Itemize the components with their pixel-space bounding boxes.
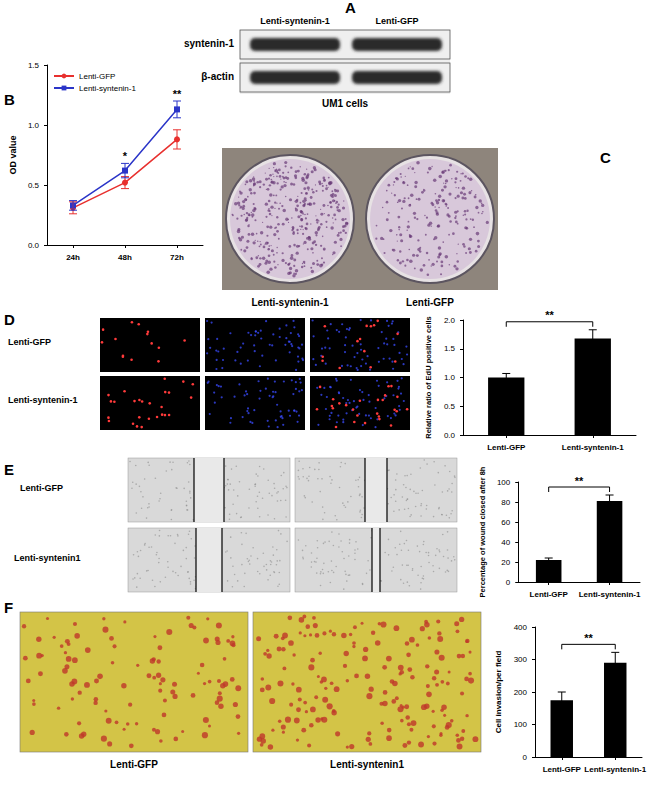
svg-text:400: 400	[514, 623, 528, 632]
svg-text:20: 20	[501, 558, 510, 567]
svg-text:Lenti-syntenin-1: Lenti-syntenin-1	[584, 765, 646, 774]
html-text:Lenti-syntenin-1: Lenti-syntenin-1	[8, 395, 78, 405]
svg-text:Lenti-syntenin-1: Lenti-syntenin-1	[579, 590, 641, 599]
svg-text:72h: 72h	[170, 253, 184, 262]
svg-text:0.5: 0.5	[28, 181, 40, 190]
html-text:Lenti-GFP: Lenti-GFP	[406, 297, 454, 308]
svg-text:0.5: 0.5	[444, 402, 456, 411]
svg-text:Lenti-syntenin-1: Lenti-syntenin-1	[79, 84, 136, 93]
svg-text:**: **	[584, 632, 593, 644]
html-text:D: D	[4, 311, 15, 328]
html-text:Lenti-syntenin-1: Lenti-syntenin-1	[260, 16, 330, 26]
svg-text:24h: 24h	[66, 253, 80, 262]
svg-text:Lenti-GFP: Lenti-GFP	[543, 765, 582, 774]
html-text:E: E	[4, 461, 14, 478]
svg-text:80: 80	[501, 498, 510, 507]
html-text:F: F	[4, 599, 14, 616]
svg-text:60: 60	[501, 518, 510, 527]
html-text:Lenti-syntenin1: Lenti-syntenin1	[330, 759, 404, 770]
html-text:Lenti-syntenin1: Lenti-syntenin1	[14, 553, 81, 563]
svg-text:0.0: 0.0	[28, 241, 40, 250]
svg-text:*: *	[123, 150, 128, 162]
svg-text:1.5: 1.5	[444, 344, 456, 353]
svg-text:Lenti-syntenin-1: Lenti-syntenin-1	[562, 443, 624, 452]
svg-text:**: **	[173, 88, 182, 100]
svg-text:Percentage of wound closed aft: Percentage of wound closed after 8h	[478, 466, 487, 597]
svg-text:1.5: 1.5	[28, 61, 40, 70]
svg-text:100: 100	[497, 478, 511, 487]
svg-text:0: 0	[506, 578, 511, 587]
svg-text:Relative ratio of EdU positive: Relative ratio of EdU positive cells	[424, 316, 433, 439]
svg-text:200: 200	[514, 688, 528, 697]
html-text:syntenin-1: syntenin-1	[184, 38, 234, 49]
html-text:Lenti-GFP: Lenti-GFP	[8, 337, 51, 347]
svg-text:100: 100	[514, 720, 528, 729]
html-text:C: C	[600, 149, 611, 166]
svg-text:Cell invasion/per field: Cell invasion/per field	[494, 651, 503, 734]
html-text:Lenti-GFP: Lenti-GFP	[375, 16, 419, 26]
html-text:A: A	[345, 0, 356, 16]
svg-text:1.0: 1.0	[28, 121, 40, 130]
svg-text:OD value: OD value	[8, 135, 18, 174]
svg-text:2.0: 2.0	[444, 316, 456, 325]
svg-text:48h: 48h	[118, 253, 132, 262]
svg-text:Lenti-GFP: Lenti-GFP	[79, 72, 115, 81]
html-text:B: B	[4, 91, 15, 108]
svg-text:Lenti-GFP: Lenti-GFP	[487, 443, 526, 452]
svg-text:0.0: 0.0	[444, 431, 456, 440]
html-text:β-actin: β-actin	[201, 71, 234, 82]
svg-text:0: 0	[523, 753, 528, 762]
svg-text:1.0: 1.0	[444, 373, 456, 382]
html-text:Lenti-GFP: Lenti-GFP	[110, 759, 158, 770]
html-text:Lenti-GFP: Lenti-GFP	[20, 483, 63, 493]
svg-text:40: 40	[501, 538, 510, 547]
svg-text:300: 300	[514, 655, 528, 664]
svg-text:Lenti-GFP: Lenti-GFP	[530, 590, 569, 599]
html-text:Lenti-syntenin-1: Lenti-syntenin-1	[251, 297, 329, 308]
svg-text:**: **	[545, 309, 554, 321]
svg-text:**: **	[575, 475, 584, 487]
html-text:UM1 cells: UM1 cells	[321, 98, 369, 109]
